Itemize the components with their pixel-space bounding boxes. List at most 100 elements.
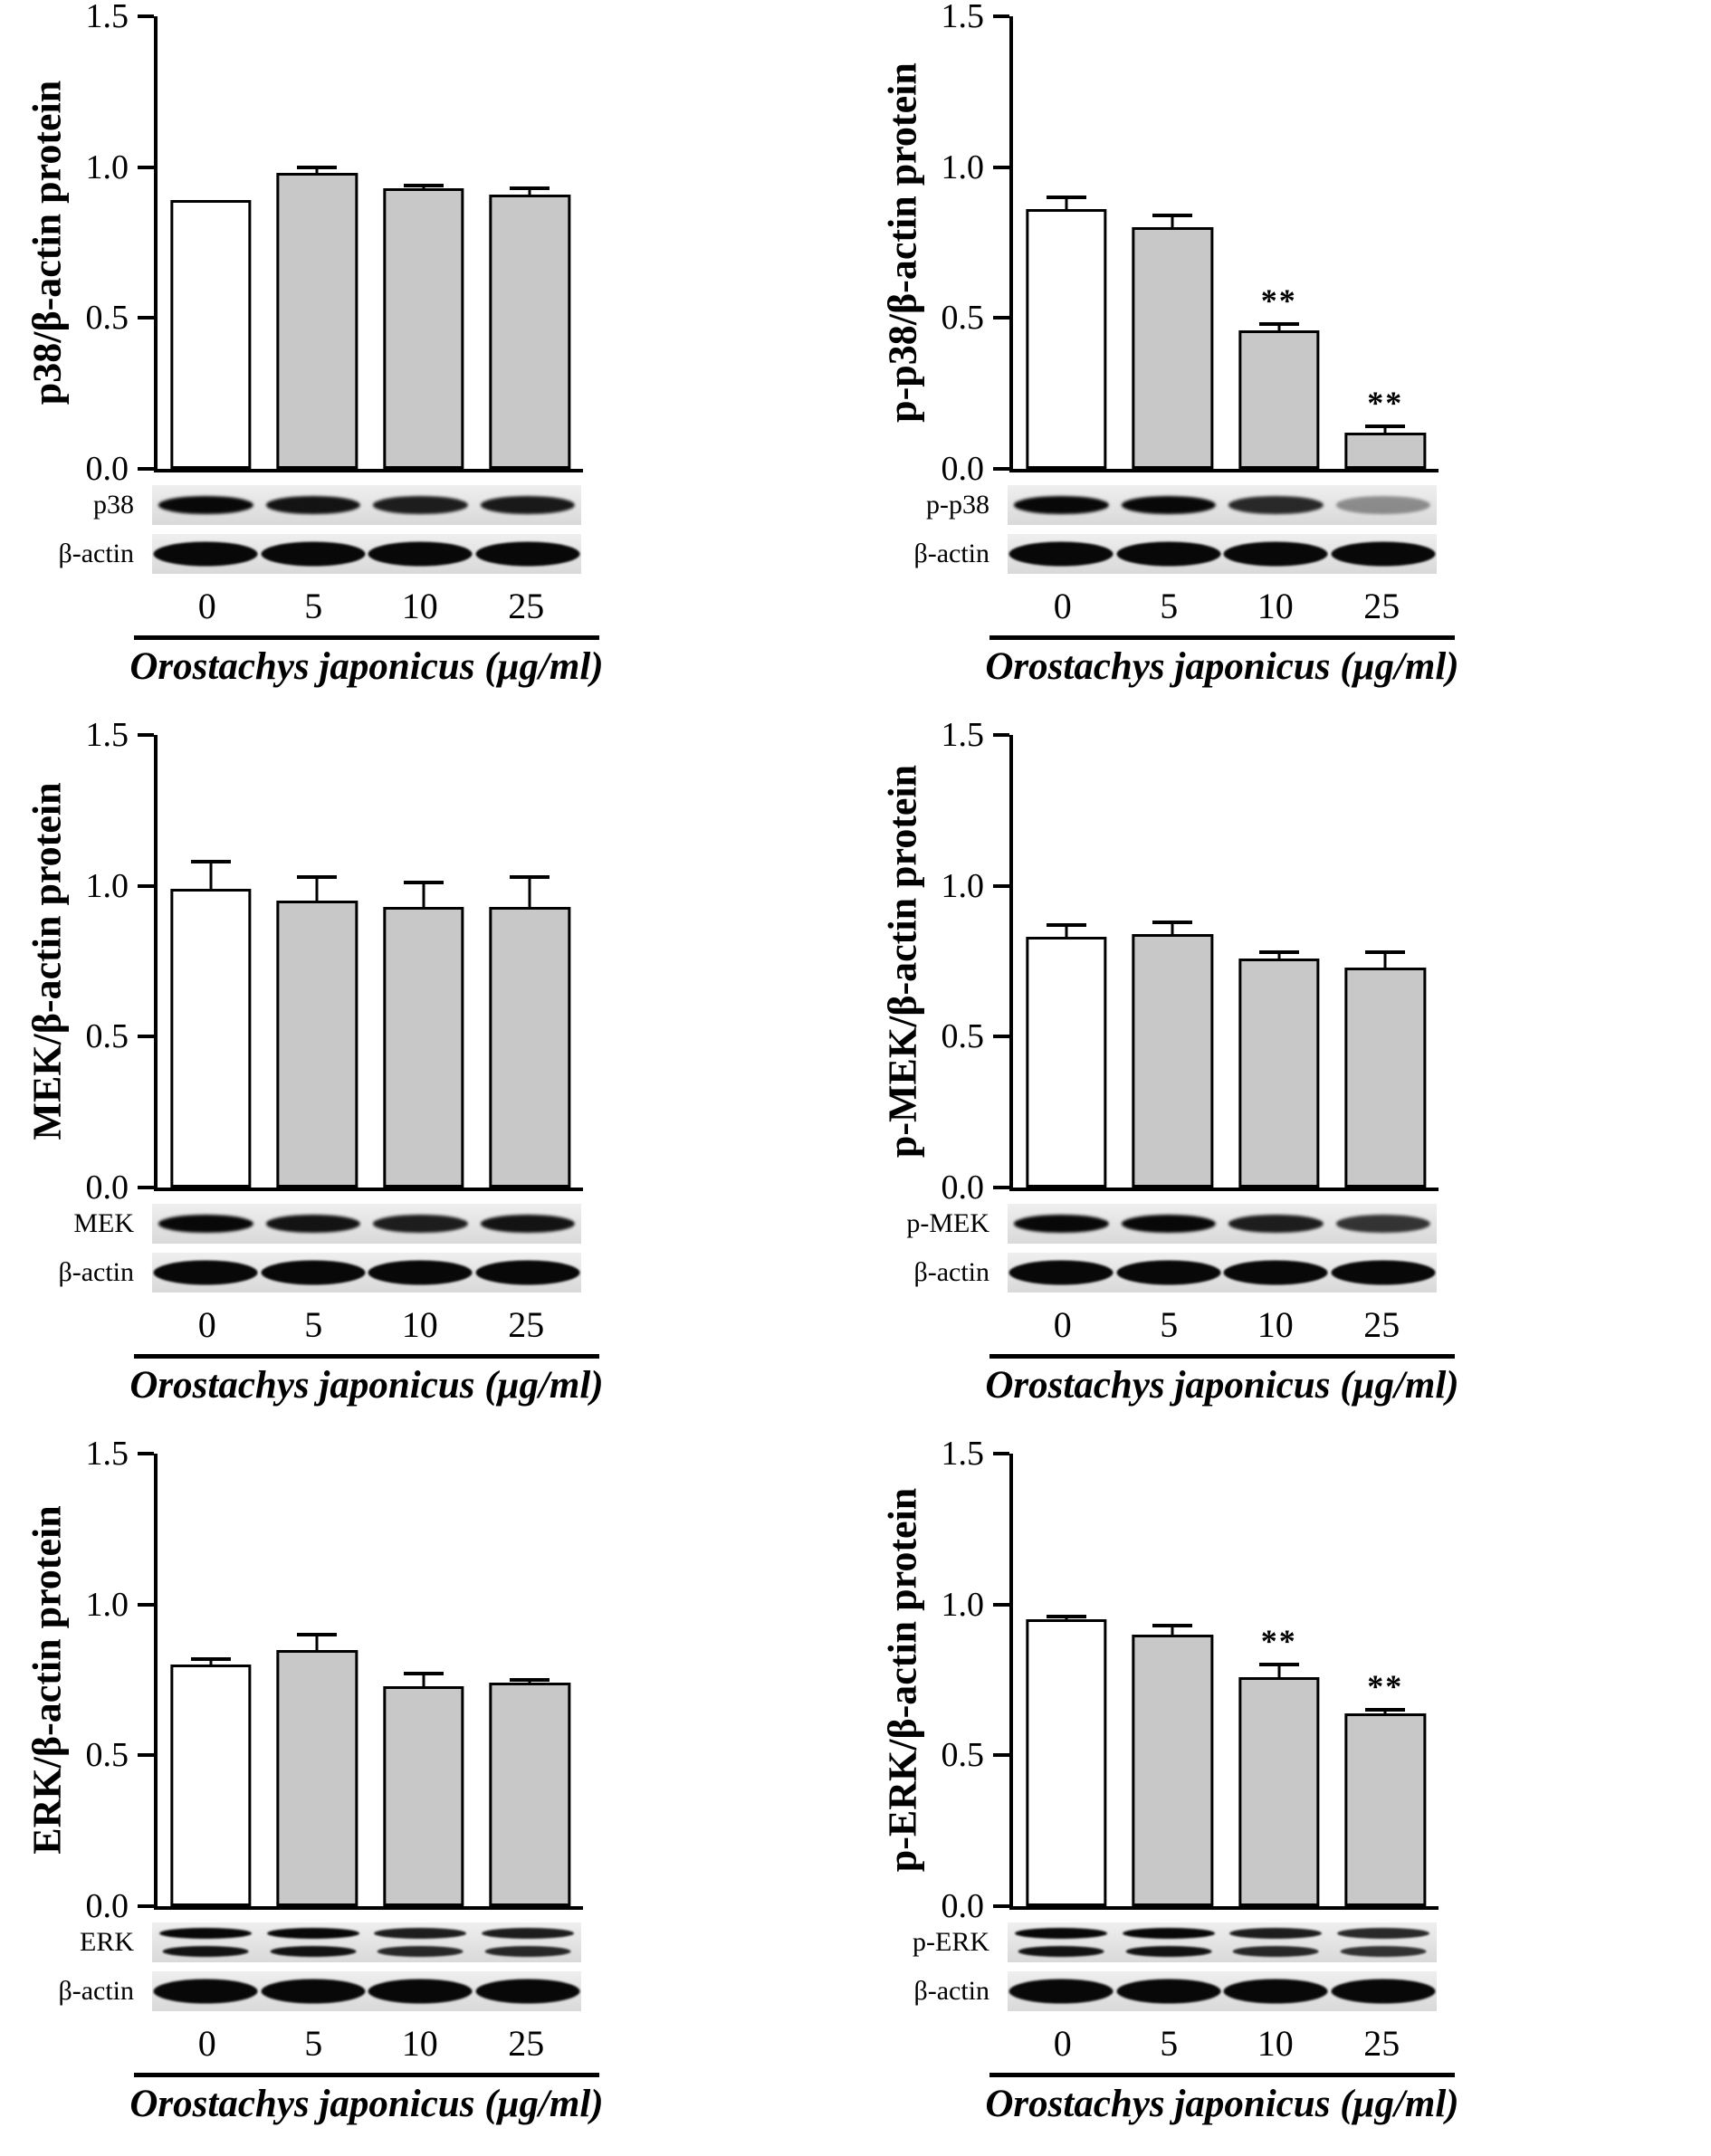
blot-row: β-actin [856, 1251, 1711, 1294]
bar-slot [264, 16, 371, 469]
error-bar-cap [1152, 920, 1193, 924]
y-tick-mark [993, 165, 1009, 169]
x-tick-label: 0 [197, 2023, 216, 2064]
blot-lane [152, 1253, 260, 1293]
y-tick-label: 0.0 [85, 1887, 129, 1925]
x-tick-label: 25 [508, 586, 545, 626]
bar [1344, 967, 1426, 1188]
error-bar [315, 1635, 319, 1650]
plot-area [154, 1454, 583, 1910]
y-tick-label: 0.0 [941, 1169, 985, 1207]
y-tick-mark [993, 14, 1009, 18]
blot-lane [367, 1971, 474, 2011]
blot-label: β-actin [913, 1257, 989, 1287]
bar-slot: ** [1226, 16, 1333, 469]
y-tick-label: 0.5 [941, 1736, 985, 1775]
blot-row: ERK [0, 1921, 856, 1964]
error-bar-cap [1046, 923, 1086, 927]
protein-band [374, 1928, 467, 1939]
x-tick-labels: 0 5 10 25 [1009, 2022, 1435, 2065]
protein-band [162, 1946, 249, 1957]
axis-underline [989, 1354, 1455, 1359]
protein-band [1015, 1928, 1108, 1939]
x-tick-label: 0 [1053, 586, 1072, 626]
y-tick-label: 1.0 [941, 148, 985, 186]
blot-strip [1008, 1971, 1437, 2011]
bar [1132, 1635, 1213, 1906]
error-bar-cap [1365, 1708, 1406, 1712]
x-tick-label: 10 [401, 1304, 438, 1345]
blot-row: MEK [0, 1202, 856, 1245]
bar [1238, 958, 1320, 1188]
error-bar-cap [1152, 1624, 1193, 1627]
panel-p-mek: p-MEK/β-actin protein 0.0 0.5 1.0 1.5 p-MEK… [856, 716, 1711, 1437]
y-tick-mark [993, 1035, 1009, 1039]
y-tick-label: 0.0 [941, 450, 985, 488]
protein-band [1331, 1260, 1436, 1285]
blot-lane [260, 485, 368, 525]
blot-label: p38 [93, 490, 134, 520]
x-tick-label: 25 [508, 2023, 545, 2064]
y-tick-label: 0.5 [941, 299, 985, 338]
blot-lane [152, 1971, 260, 2011]
bar-slot [1013, 1454, 1120, 1906]
blot-lane [1330, 1922, 1438, 1962]
blot-row: p-ERK [856, 1921, 1711, 1964]
blot-lane [367, 1922, 474, 1962]
x-tick-label: 5 [304, 1304, 323, 1345]
x-tick-label: 5 [1160, 1304, 1179, 1345]
protein-band [1125, 1946, 1212, 1957]
error-bar-cap [1046, 1615, 1086, 1618]
x-tick-label: 5 [1160, 2023, 1179, 2064]
blot-label: MEK [73, 1208, 134, 1238]
panel-mek: MEK/β-actin protein 0.0 0.5 1.0 1.5 MEK β-a… [0, 716, 856, 1437]
blot-lane [1115, 534, 1223, 574]
blot-lane [152, 485, 260, 525]
y-axis: 0.0 0.5 1.0 1.5 [0, 1435, 154, 1925]
blot-lane [474, 1253, 582, 1293]
error-bar-cap [510, 874, 550, 879]
x-tick-label: 25 [1363, 1304, 1400, 1345]
blot-lane [260, 1253, 368, 1293]
y-tick-label: 1.5 [85, 0, 129, 35]
blot-lane [260, 534, 368, 574]
blot-strip [1008, 485, 1437, 525]
blot-lane [152, 534, 260, 574]
x-tick-label: 25 [1363, 2023, 1400, 2064]
bar [489, 907, 570, 1188]
y-axis: 0.0 0.5 1.0 1.5 [856, 1435, 1009, 1925]
x-tick-label: 25 [508, 1304, 545, 1345]
x-axis-title: Orostachys japonicus (μg/ml) [129, 645, 604, 688]
y-tick-label: 1.0 [85, 866, 129, 905]
blot-lane [1008, 1204, 1115, 1244]
blot-lane [367, 485, 474, 525]
error-bar-cap [510, 1678, 550, 1682]
protein-band [1229, 1928, 1323, 1939]
blot-label: ERK [80, 1927, 134, 1957]
blot-strip [152, 485, 581, 525]
blot-label: β-actin [58, 1976, 134, 2006]
blot-label: β-actin [58, 539, 134, 568]
bar [1026, 1619, 1107, 1906]
significance-marker: ** [1367, 385, 1404, 422]
protein-band [1116, 1260, 1221, 1285]
y-axis: 0.0 0.5 1.0 1.5 [856, 716, 1009, 1207]
blot-label: β-actin [913, 539, 989, 568]
protein-band [1008, 1260, 1114, 1285]
protein-band [1116, 541, 1221, 567]
blot-row: β-actin [0, 1251, 856, 1294]
significance-marker: ** [1260, 282, 1297, 319]
blot-strip [1008, 1204, 1437, 1244]
y-tick-mark [993, 1452, 1009, 1455]
significance-marker: ** [1367, 1668, 1404, 1705]
error-bar [1171, 1626, 1174, 1635]
x-tick-label: 0 [1053, 2023, 1072, 2064]
x-axis-title: Orostachys japonicus (μg/ml) [985, 1364, 1459, 1407]
error-bar-cap [1258, 1663, 1299, 1667]
error-bar [1065, 197, 1068, 210]
blot-lane [1330, 485, 1438, 525]
bar [276, 901, 358, 1188]
y-tick-label: 0.0 [941, 1887, 985, 1925]
bar-slot [1226, 735, 1333, 1188]
protein-band [1014, 1215, 1109, 1233]
